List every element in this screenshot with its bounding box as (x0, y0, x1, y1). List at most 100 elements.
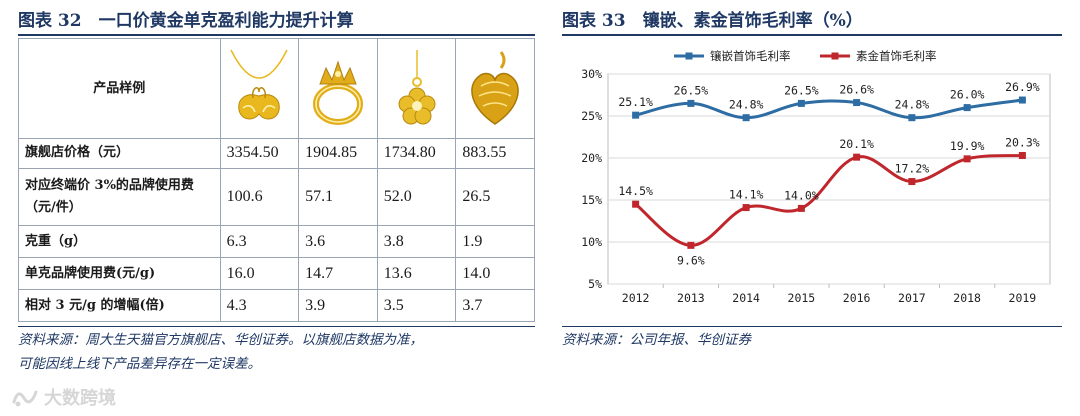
data-point (632, 200, 640, 208)
left-source-note: 资料来源：周大生天猫官方旗舰店、华创证券。以旗舰店数据为准， 可能因线上线下产品… (18, 328, 538, 376)
data-point (963, 155, 971, 163)
y-tick-label: 25% (581, 109, 602, 123)
row-label: 单克品牌使用费(元/g) (18, 257, 221, 291)
label-layer: 25.1% 26.5% 24.8% 26.5% 26.6% 24.8% 26.0% 26.9%… (618, 80, 1039, 267)
watermark-text: 大数跨境 (44, 388, 116, 409)
data-label: 25.1% (618, 95, 653, 109)
legend: 镶嵌首饰毛利率 素金首饰毛利率 (674, 49, 937, 63)
x-tick-label: 2012 (622, 291, 650, 305)
x-tick-label: 2014 (732, 291, 760, 305)
data-point (853, 153, 861, 161)
row-label: 对应终端价 3%的品牌使用费（元/件） (18, 167, 221, 227)
series-line (635, 98, 1023, 120)
watermark: 大数跨境 (10, 384, 116, 410)
x-tick-label: 2017 (898, 291, 926, 305)
data-point (797, 204, 805, 212)
data-label: 26.5% (784, 83, 819, 97)
data-point (908, 114, 916, 122)
table-row: 克重（g） 6.3 3.6 3.8 1.9 (18, 225, 535, 259)
x-tick-label: 2019 (1009, 291, 1037, 305)
data-point (1018, 151, 1026, 159)
product-image-cell (298, 38, 378, 139)
gold-flower-pendant-icon (398, 49, 436, 124)
gross-margin-chart: 5% 10% 15% 20% 25% 30% 2012 2013 2014 2015 2016 201… (562, 38, 1062, 322)
table-cell: 14.0 (455, 257, 535, 291)
table-cell: 16.0 (219, 257, 300, 291)
row-label: 旗舰店价格（元） (18, 138, 221, 169)
chart-svg: 5% 10% 15% 20% 25% 30% 2012 2013 2014 2015 2016 201… (581, 49, 1051, 305)
series-layer (632, 96, 1026, 249)
right-source-note: 资料来源：公司年报、华创证券 (562, 332, 751, 348)
legend-swatch-marker (685, 52, 693, 60)
legend-label: 镶嵌首饰毛利率 (710, 49, 791, 63)
data-label: 14.1% (729, 188, 764, 202)
data-label: 26.0% (950, 88, 985, 102)
right-title-rule (562, 34, 1062, 36)
swan-pendant-necklace-icon (230, 49, 289, 119)
left-source-rule (18, 326, 535, 327)
product-image-cell (219, 38, 300, 139)
left-title-rule (18, 34, 535, 36)
table-row: 单克品牌使用费(元/g) 16.0 14.7 13.6 14.0 (18, 257, 535, 291)
data-point (632, 111, 640, 119)
data-label: 26.6% (839, 83, 874, 97)
gold-crown-ring-icon (312, 59, 363, 125)
data-point (742, 204, 750, 212)
table-cell: 3354.50 (219, 138, 300, 169)
y-tick-label: 5% (588, 277, 602, 291)
data-point (687, 99, 695, 107)
product-image-cell (376, 38, 457, 139)
row-label: 相对 3 元/g 的增幅(倍) (18, 289, 221, 322)
data-point (797, 99, 805, 107)
gold-heart-pendant-icon (471, 50, 519, 125)
table-cell: 6.3 (219, 225, 300, 259)
x-tick-label: 2013 (677, 291, 705, 305)
table-row: 相对 3 元/g 的增幅(倍) 4.3 3.9 3.5 3.7 (18, 289, 535, 322)
data-point (908, 178, 916, 186)
table-cell: 3.5 (376, 289, 457, 322)
series-line (634, 153, 1023, 247)
y-tick-label: 30% (581, 67, 602, 81)
y-tick-label: 10% (581, 235, 602, 249)
right-source-rule (562, 326, 1062, 327)
data-point (742, 114, 750, 122)
table-cell: 13.6 (376, 257, 457, 291)
source-line: 资料来源：周大生天猫官方旗舰店、华创证券。以旗舰店数据为准， (18, 332, 423, 348)
table-row: 产品样例 (18, 38, 535, 139)
table-cell: 1734.80 (376, 138, 457, 169)
data-label: 24.8% (729, 98, 764, 112)
left-figure-title: 图表 32 一口价黄金单克盈利能力提升计算 (18, 11, 354, 31)
x-tick-label: 2016 (843, 291, 871, 305)
data-point (853, 99, 861, 107)
data-label: 17.2% (895, 162, 930, 176)
table-cell: 57.1 (298, 167, 378, 227)
product-image-cell (455, 38, 535, 139)
table-cell: 883.55 (455, 138, 535, 169)
table-cell: 1.9 (455, 225, 535, 259)
data-label: 24.8% (895, 98, 930, 112)
x-tick-label: 2015 (788, 291, 816, 305)
source-line: 可能因线上线下产品差异存在一定误差。 (18, 356, 261, 372)
x-tick-label: 2018 (953, 291, 981, 305)
y-tick-label: 20% (581, 151, 602, 165)
price-table: 产品样例 (18, 38, 535, 322)
table-row: 对应终端价 3%的品牌使用费（元/件） 100.6 57.1 52.0 26.5 (18, 167, 535, 227)
table-cell: 26.5 (455, 167, 535, 227)
table-cell: 3.6 (298, 225, 378, 259)
data-point (963, 104, 971, 112)
table-cell: 52.0 (376, 167, 457, 227)
data-label: 20.1% (839, 137, 874, 151)
table-cell: 100.6 (219, 167, 300, 227)
data-label: 26.5% (674, 83, 709, 97)
table-row: 旗舰店价格（元） 3354.50 1904.85 1734.80 883.55 (18, 138, 535, 169)
watermark-logo-icon (12, 390, 38, 407)
legend-swatch-marker (831, 52, 839, 60)
table-cell: 4.3 (219, 289, 300, 322)
table-cell: 3.8 (376, 225, 457, 259)
data-label: 19.9% (950, 139, 985, 153)
y-tick-label: 15% (581, 193, 602, 207)
data-point (687, 241, 695, 249)
table-cell: 14.7 (298, 257, 378, 291)
data-label: 20.3% (1005, 135, 1040, 149)
data-label: 14.0% (784, 188, 819, 202)
